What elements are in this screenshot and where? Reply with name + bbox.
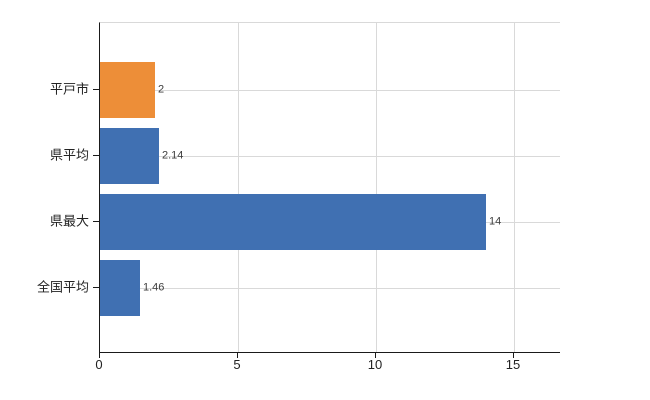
x-tick-label: 0 — [95, 357, 103, 372]
y-axis-label: 平戸市 — [49, 81, 89, 97]
plot-area: 2 2.14 14 1.46 — [99, 22, 560, 353]
y-axis-label: 県平均 — [49, 147, 89, 163]
x-tick-mark — [513, 353, 514, 358]
v-gridline — [514, 23, 515, 352]
v-gridline — [238, 23, 239, 352]
y-tick-mark — [93, 89, 99, 90]
bar-value-label: 2 — [158, 83, 165, 96]
x-tick-label: 10 — [367, 357, 383, 372]
h-gridline — [100, 288, 560, 289]
bar-1 — [100, 62, 155, 118]
y-tick-mark — [93, 287, 99, 288]
bar-4 — [100, 260, 140, 316]
x-tick-mark — [99, 353, 100, 358]
y-tick-mark — [93, 155, 99, 156]
v-gridline — [376, 23, 377, 352]
h-gridline — [100, 156, 560, 157]
x-tick-label: 15 — [505, 357, 521, 372]
bar-value-label: 14 — [489, 215, 502, 228]
bar-value-label: 2.14 — [162, 149, 184, 162]
bar-3 — [100, 194, 486, 250]
x-tick-mark — [237, 353, 238, 358]
bar-2 — [100, 128, 159, 184]
x-tick-mark — [375, 353, 376, 358]
bar-value-label: 1.46 — [143, 281, 165, 294]
y-axis-label: 県最大 — [49, 213, 89, 229]
y-axis-label: 全国平均 — [36, 279, 89, 295]
h-gridline — [100, 90, 560, 91]
x-tick-label: 5 — [233, 357, 241, 372]
y-tick-mark — [93, 221, 99, 222]
